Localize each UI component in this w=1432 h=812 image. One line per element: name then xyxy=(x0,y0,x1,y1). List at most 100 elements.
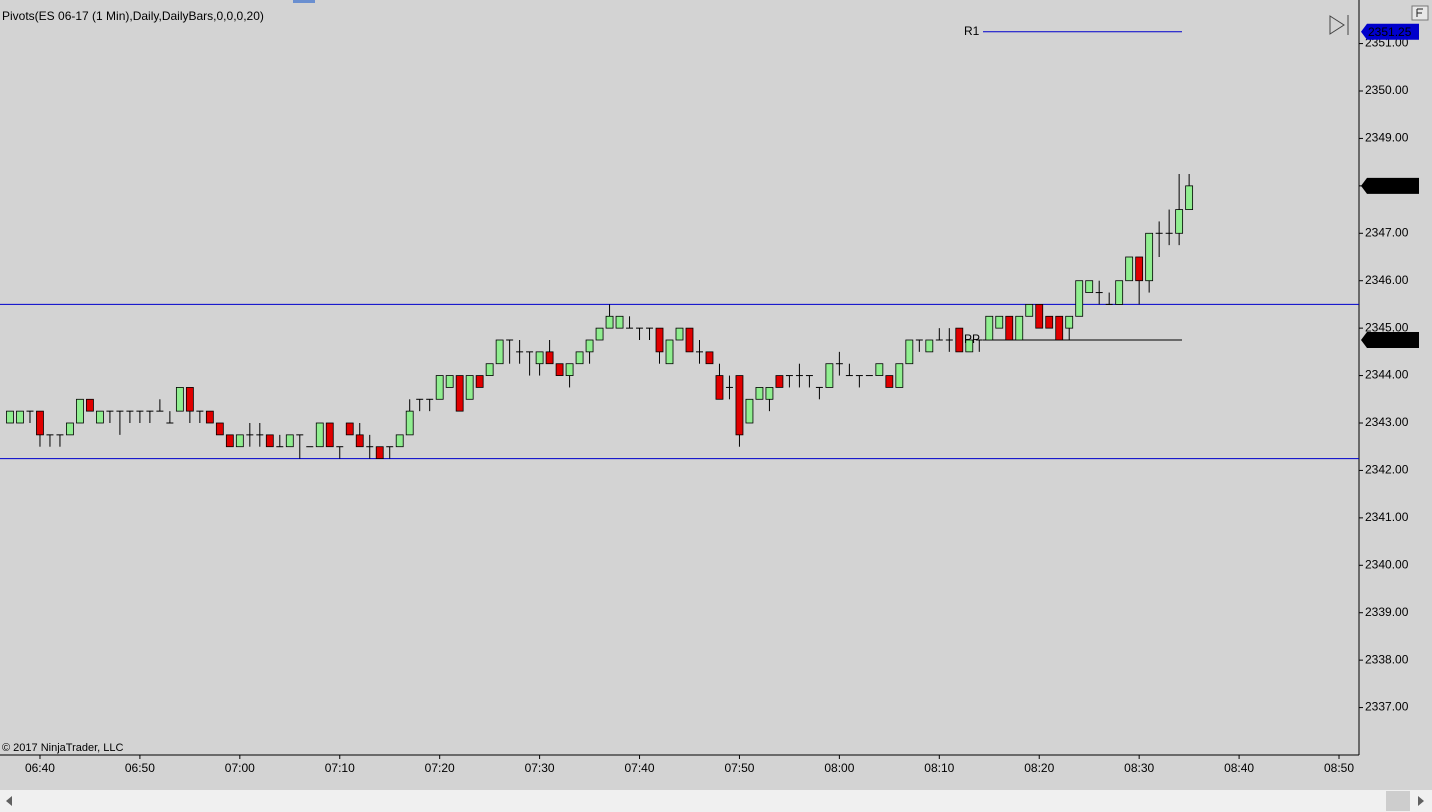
price-marker xyxy=(1361,332,1419,348)
candle-body xyxy=(1115,280,1124,305)
candle-body xyxy=(1175,209,1184,234)
x-tick-label: 07:50 xyxy=(724,761,754,775)
candle-body xyxy=(395,434,404,448)
y-tick-label: 2345.00 xyxy=(1365,320,1409,334)
candle-body xyxy=(925,339,934,353)
candle-body xyxy=(485,363,494,376)
candle-body xyxy=(465,375,474,400)
candle-body xyxy=(235,434,244,448)
x-tick-label: 08:10 xyxy=(924,761,954,775)
f-button[interactable] xyxy=(1411,5,1429,21)
candle-body xyxy=(1065,315,1074,329)
candle-body xyxy=(475,375,484,388)
pivot-label: R1 xyxy=(964,24,980,38)
y-tick-label: 2342.00 xyxy=(1365,463,1409,477)
candle-body xyxy=(1015,315,1024,341)
y-tick-label: 2349.00 xyxy=(1365,131,1409,145)
y-tick-label: 2341.00 xyxy=(1365,510,1409,524)
x-tick-label: 08:40 xyxy=(1224,761,1254,775)
candle-body xyxy=(575,351,584,365)
candle-body xyxy=(565,363,574,376)
price-marker xyxy=(1361,177,1419,194)
candle-body xyxy=(315,422,324,448)
candle-body xyxy=(605,315,614,329)
candle-body xyxy=(76,398,84,424)
candle-body xyxy=(595,327,604,341)
candle-body xyxy=(615,315,624,329)
price-marker-label: 2348.00 xyxy=(1368,179,1412,193)
candle-body xyxy=(545,351,554,365)
candle-body xyxy=(905,339,914,365)
scrollbar[interactable] xyxy=(0,790,1432,812)
y-tick-label: 2338.00 xyxy=(1365,652,1409,666)
candle-body xyxy=(185,387,194,412)
candle-body xyxy=(96,410,104,424)
candle-body xyxy=(1135,256,1144,282)
candle-body xyxy=(495,339,504,365)
candle-body xyxy=(375,446,384,459)
y-tick-label: 2343.00 xyxy=(1365,415,1409,429)
candle-body xyxy=(585,339,594,353)
candle-body xyxy=(1025,304,1034,317)
candle-body xyxy=(955,327,964,353)
candle-body xyxy=(1005,315,1014,341)
candle-body xyxy=(655,327,664,353)
candle-body xyxy=(985,315,994,341)
y-tick-label: 2346.00 xyxy=(1365,273,1409,287)
candle-body xyxy=(735,375,744,436)
candle-body xyxy=(665,339,674,365)
copyright: © 2017 NinjaTrader, LLC xyxy=(2,742,123,754)
candle-body xyxy=(1085,280,1094,293)
candle-body xyxy=(705,351,714,365)
candle-body xyxy=(285,434,294,448)
x-tick-label: 08:20 xyxy=(1024,761,1054,775)
candle-body xyxy=(36,410,44,436)
candle-body xyxy=(535,351,544,365)
candle-body xyxy=(175,387,184,412)
scroll-track xyxy=(0,790,1432,812)
scroll-to-end-button[interactable] xyxy=(1329,15,1349,35)
candle-body xyxy=(555,363,564,376)
x-tick-label: 08:00 xyxy=(824,761,854,775)
play-icon xyxy=(1329,15,1345,35)
price-marker xyxy=(1361,23,1419,40)
price-marker-label: 2351.25 xyxy=(1368,25,1412,39)
candle-body xyxy=(405,410,414,436)
chart-title: Pivots(ES 06-17 (1 Min),Daily,DailyBars,… xyxy=(2,9,264,23)
f-icon xyxy=(1416,8,1423,17)
candle-body xyxy=(685,327,694,353)
candle-body xyxy=(86,398,94,412)
y-tick-label: 2340.00 xyxy=(1365,557,1409,571)
candle-body xyxy=(1055,315,1064,341)
candle-body xyxy=(225,434,234,448)
x-tick-label: 07:20 xyxy=(425,761,455,775)
candle-body xyxy=(875,363,884,376)
candle-body xyxy=(265,434,274,448)
candle-body xyxy=(16,410,24,424)
candle-body xyxy=(1145,232,1154,282)
y-tick-label: 2339.00 xyxy=(1365,605,1409,619)
candle-body xyxy=(205,410,214,424)
y-tick-label: 2350.00 xyxy=(1365,83,1409,97)
candle-body xyxy=(455,375,464,412)
candle-body xyxy=(1045,315,1054,329)
x-tick-label: 08:50 xyxy=(1324,761,1354,775)
x-tick-label: 07:40 xyxy=(625,761,655,775)
candle-body xyxy=(995,315,1004,329)
scroll-right[interactable] xyxy=(1418,796,1424,806)
y-tick-label: 2337.00 xyxy=(1365,700,1409,714)
scroll-left[interactable] xyxy=(6,796,12,806)
scroll-thumb[interactable] xyxy=(1386,791,1410,811)
candle-body xyxy=(745,398,754,424)
x-tick-label: 06:40 xyxy=(25,761,55,775)
candle-body xyxy=(345,422,354,436)
candle-body xyxy=(775,375,784,388)
candle-body xyxy=(755,387,764,400)
candle-body xyxy=(895,363,904,388)
candle-body xyxy=(1125,256,1134,282)
candle-body xyxy=(325,422,334,448)
candle-body xyxy=(715,375,724,400)
x-tick-label: 08:30 xyxy=(1124,761,1154,775)
